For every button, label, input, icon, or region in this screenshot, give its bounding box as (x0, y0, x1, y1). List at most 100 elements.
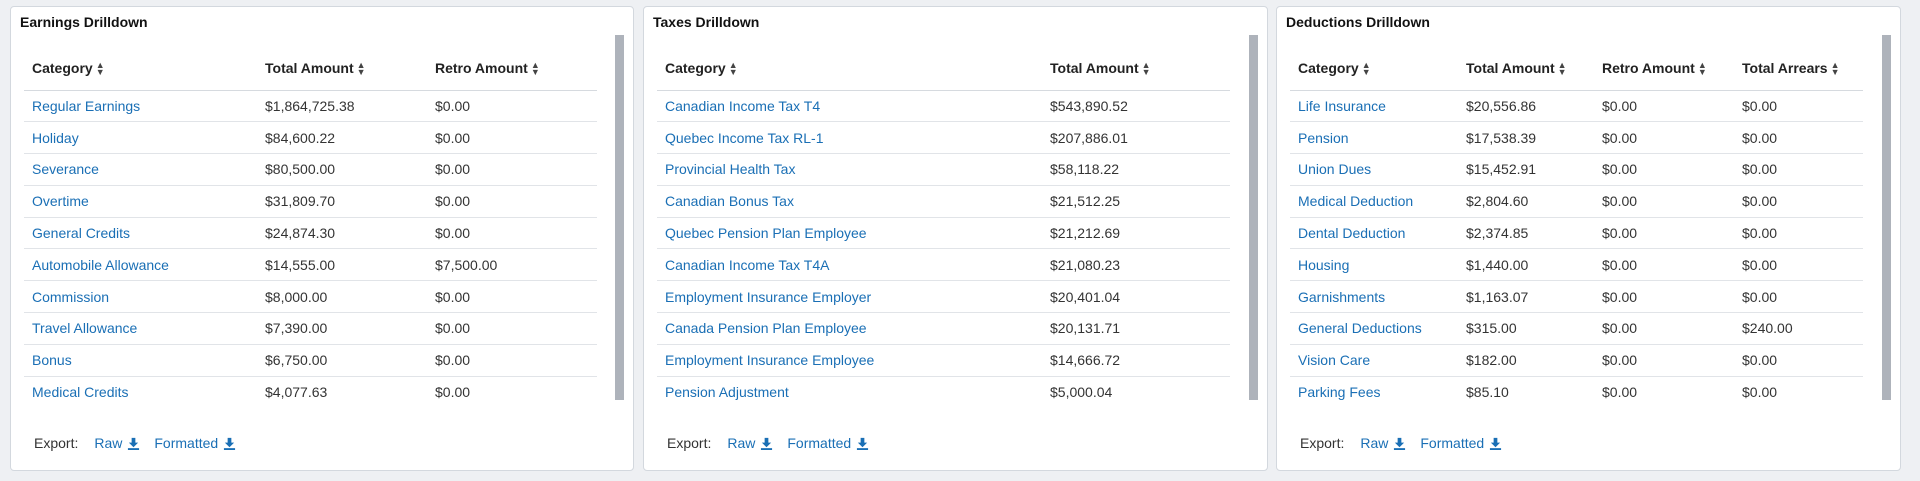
amount-cell: $0.00 (1602, 384, 1638, 401)
amount-cell: $15,452.91 (1458, 153, 1594, 186)
column-header-label: Category (665, 60, 726, 77)
table-row: Medical Credits $4,077.63 $0.00 (24, 376, 597, 408)
category-link[interactable]: General Credits (24, 217, 257, 250)
amount-cell: $1,440.00 (1458, 248, 1594, 282)
export-formatted-link[interactable]: Formatted (154, 435, 236, 451)
export-formatted-label: Formatted (1420, 435, 1485, 451)
table-row: Holiday $84,600.22 $0.00 (24, 121, 597, 155)
amount-cell: $0.00 (427, 280, 597, 314)
category-link[interactable]: Vision Care (1290, 344, 1458, 377)
category-link[interactable]: Life Insurance (1290, 90, 1458, 123)
category-link[interactable]: Dental Deduction (1290, 217, 1458, 250)
category-link[interactable]: Severance (24, 153, 257, 186)
amount-cell: $24,874.30 (257, 217, 427, 250)
amount-cell: $0.00 (1594, 280, 1734, 314)
column-header[interactable]: Category ▲ ▼ (657, 47, 1042, 91)
amount-cell: $240.00 (1734, 312, 1863, 345)
table-row: Canada Pension Plan Employee $20,131.71 (657, 312, 1230, 345)
amount-cell: $0.00 (427, 90, 597, 123)
column-header[interactable]: Total Amount ▲ ▼ (1458, 47, 1594, 91)
vertical-scrollbar[interactable] (615, 35, 624, 400)
category-link[interactable]: Automobile Allowance (24, 248, 257, 282)
column-header-label: Retro Amount (435, 60, 528, 77)
vertical-scrollbar[interactable] (1249, 35, 1258, 400)
earnings-table-container: Category ▲ ▼ Total Amount ▲ ▼ Retro Amount ▲ ▼ Re… (24, 47, 616, 407)
category-link[interactable]: Quebec Pension Plan Employee (657, 217, 1042, 250)
table-row: Overtime $31,809.70 $0.00 (24, 185, 597, 218)
category-link[interactable]: Housing (1290, 248, 1458, 282)
vertical-scrollbar[interactable] (1882, 35, 1891, 400)
column-header[interactable]: Total Amount ▲ ▼ (257, 47, 427, 91)
category-link[interactable]: Medical Credits (32, 384, 129, 401)
download-icon (1489, 437, 1502, 450)
category-link[interactable]: Holiday (24, 121, 257, 155)
category-link[interactable]: Canadian Income Tax T4 (657, 90, 1042, 123)
sort-icon[interactable]: ▲ ▼ (95, 60, 105, 78)
amount-cell: $7,500.00 (427, 248, 597, 282)
category-link[interactable]: Canadian Bonus Tax (657, 185, 1042, 218)
deductions-drilldown-panel: Deductions Drilldown Category ▲ ▼ Total Amou… (1276, 6, 1901, 471)
category-link[interactable]: Parking Fees (1298, 384, 1381, 401)
column-header[interactable]: Category ▲ ▼ (1290, 47, 1458, 91)
category-link[interactable]: Union Dues (1290, 153, 1458, 186)
column-header[interactable]: Retro Amount ▲ ▼ (427, 47, 597, 91)
column-header[interactable]: Retro Amount ▲ ▼ (1594, 47, 1734, 91)
category-link[interactable]: Regular Earnings (24, 90, 257, 123)
category-link[interactable]: Provincial Health Tax (657, 153, 1042, 186)
table-row: Union Dues $15,452.91 $0.00 $0.00 (1290, 153, 1863, 186)
sort-icon[interactable]: ▲ ▼ (356, 60, 366, 78)
category-link[interactable]: Quebec Income Tax RL-1 (657, 121, 1042, 155)
amount-cell: $207,886.01 (1042, 121, 1230, 155)
table-row: Life Insurance $20,556.86 $0.00 $0.00 (1290, 90, 1863, 123)
amount-cell: $2,804.60 (1458, 185, 1594, 218)
table-row: Provincial Health Tax $58,118.22 (657, 153, 1230, 186)
export-formatted-link[interactable]: Formatted (1420, 435, 1502, 451)
amount-cell: $4,077.63 (265, 384, 328, 401)
sort-icon[interactable]: ▲ ▼ (1141, 60, 1151, 78)
export-formatted-link[interactable]: Formatted (787, 435, 869, 451)
sort-icon[interactable]: ▲ ▼ (1557, 60, 1567, 78)
column-header[interactable]: Total Amount ▲ ▼ (1042, 47, 1230, 91)
category-link[interactable]: Commission (24, 280, 257, 314)
taxes-drilldown-panel: Taxes Drilldown Category ▲ ▼ Total Amount ▲ ▼ C… (643, 6, 1268, 471)
category-link[interactable]: Travel Allowance (24, 312, 257, 345)
amount-cell: $0.00 (427, 344, 597, 377)
category-link[interactable]: Bonus (24, 344, 257, 377)
export-formatted-label: Formatted (154, 435, 219, 451)
category-link[interactable]: General Deductions (1290, 312, 1458, 345)
amount-cell: $14,666.72 (1042, 344, 1230, 377)
table-row: General Credits $24,874.30 $0.00 (24, 217, 597, 250)
column-header[interactable]: Category ▲ ▼ (24, 47, 257, 91)
amount-cell: $0.00 (427, 312, 597, 345)
export-raw-link[interactable]: Raw (1360, 435, 1406, 451)
deductions-table-container: Category ▲ ▼ Total Amount ▲ ▼ Retro Amount ▲ ▼ To… (1290, 47, 1882, 407)
amount-cell: $0.00 (1594, 217, 1734, 250)
category-link[interactable]: Employment Insurance Employee (657, 344, 1042, 377)
amount-cell: $0.00 (1594, 90, 1734, 123)
export-raw-link[interactable]: Raw (94, 435, 140, 451)
sort-icon[interactable]: ▲ ▼ (1830, 60, 1840, 78)
category-link[interactable]: Canada Pension Plan Employee (657, 312, 1042, 345)
table-row: Bonus $6,750.00 $0.00 (24, 344, 597, 377)
sort-icon[interactable]: ▲ ▼ (728, 60, 738, 78)
column-header[interactable]: Total Arrears ▲ ▼ (1734, 47, 1863, 91)
amount-cell: $1,864,725.38 (257, 90, 427, 123)
table-row: Employment Insurance Employee $14,666.72 (657, 344, 1230, 377)
category-link[interactable]: Medical Deduction (1290, 185, 1458, 218)
category-link[interactable]: Canadian Income Tax T4A (657, 248, 1042, 282)
category-link[interactable]: Overtime (24, 185, 257, 218)
table-row: Garnishments $1,163.07 $0.00 $0.00 (1290, 280, 1863, 314)
export-raw-link[interactable]: Raw (727, 435, 773, 451)
table-row: Dental Deduction $2,374.85 $0.00 $0.00 (1290, 217, 1863, 250)
sort-icon[interactable]: ▲ ▼ (1361, 60, 1371, 78)
category-link[interactable]: Pension Adjustment (665, 384, 789, 401)
category-link[interactable]: Pension (1290, 121, 1458, 155)
category-link[interactable]: Garnishments (1290, 280, 1458, 314)
amount-cell: $0.00 (1734, 280, 1863, 314)
sort-icon[interactable]: ▲ ▼ (530, 60, 540, 78)
amount-cell: $8,000.00 (257, 280, 427, 314)
category-link[interactable]: Employment Insurance Employer (657, 280, 1042, 314)
sort-icon[interactable]: ▲ ▼ (1697, 60, 1707, 78)
amount-cell: $21,080.23 (1042, 248, 1230, 282)
